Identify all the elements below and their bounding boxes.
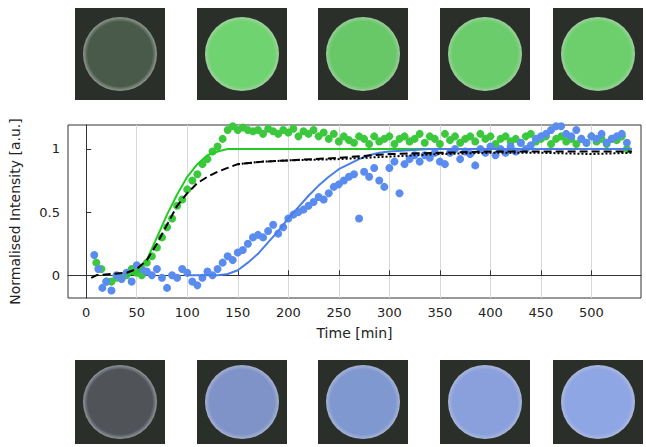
svg-text:150: 150 xyxy=(225,305,250,320)
svg-text:Normalised Intensity [a.u.]: Normalised Intensity [a.u.] xyxy=(7,118,23,304)
svg-text:50: 50 xyxy=(128,305,145,320)
svg-text:0.5: 0.5 xyxy=(39,205,60,220)
svg-text:400: 400 xyxy=(478,305,503,320)
svg-text:450: 450 xyxy=(529,305,554,320)
svg-text:250: 250 xyxy=(326,305,351,320)
svg-text:0: 0 xyxy=(82,305,90,320)
svg-text:100: 100 xyxy=(175,305,200,320)
svg-text:Time [min]: Time [min] xyxy=(315,325,392,341)
svg-text:300: 300 xyxy=(377,305,402,320)
svg-text:200: 200 xyxy=(276,305,301,320)
svg-text:1: 1 xyxy=(52,141,60,156)
svg-text:0: 0 xyxy=(52,268,60,283)
svg-text:500: 500 xyxy=(579,305,604,320)
svg-text:350: 350 xyxy=(427,305,452,320)
